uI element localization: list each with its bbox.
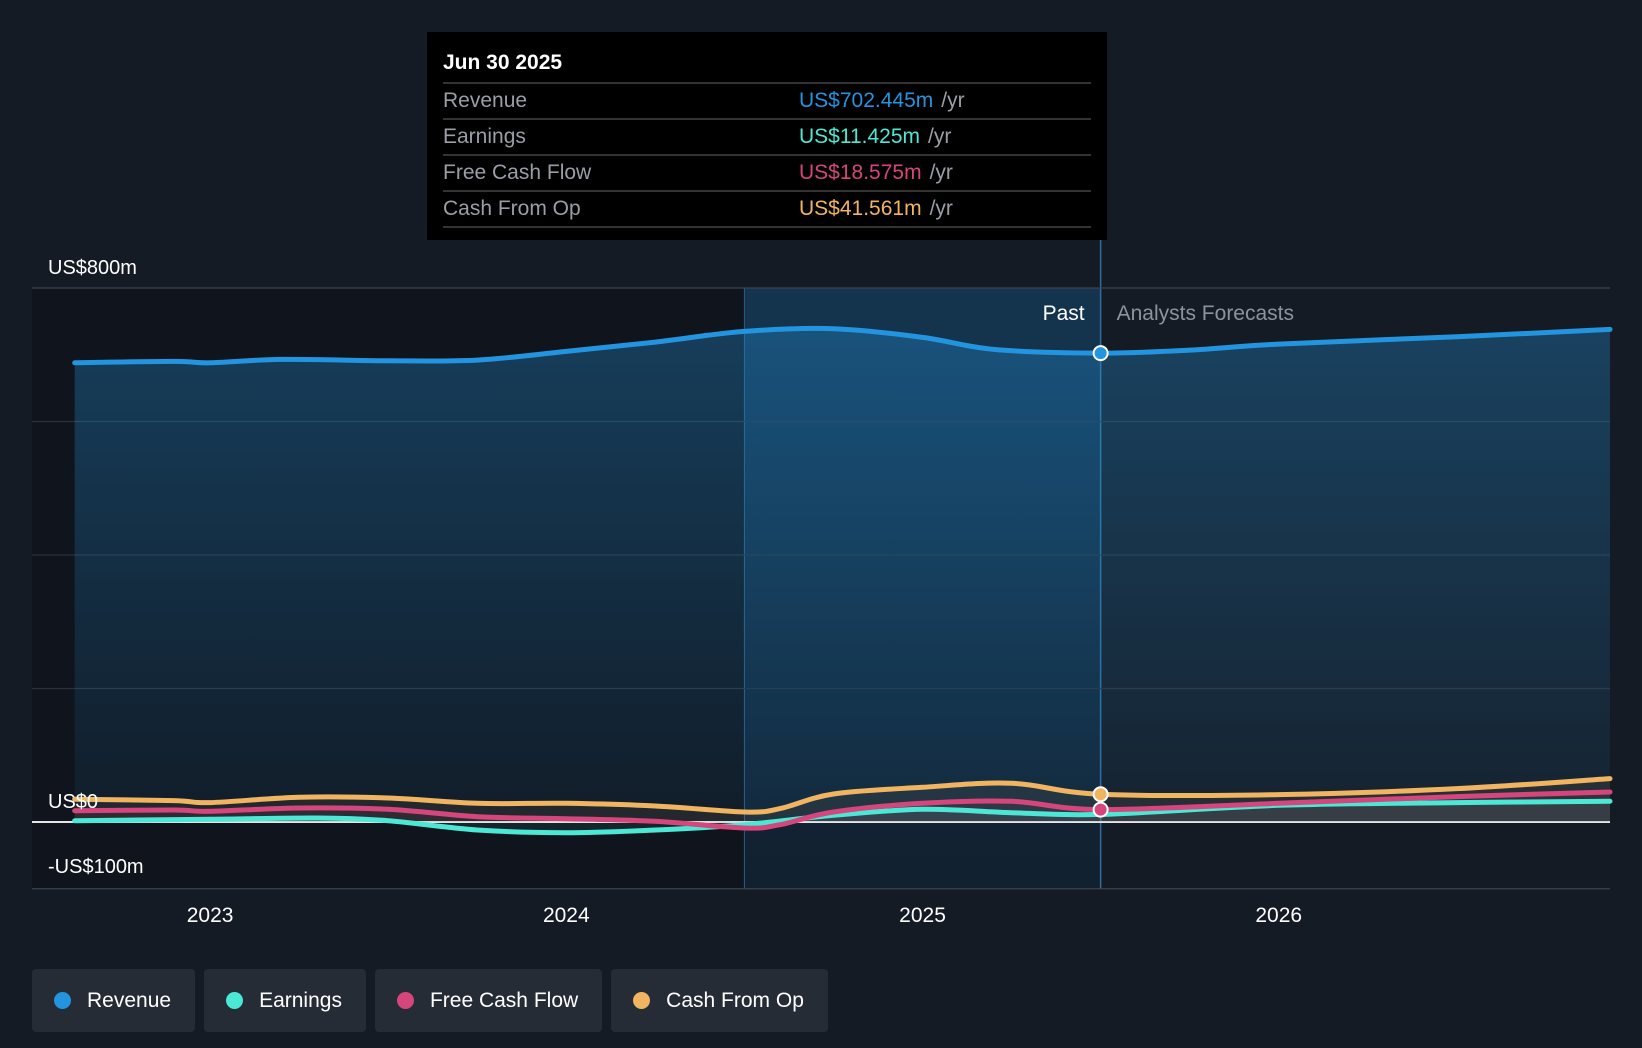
tooltip-unit: /yr [929,197,953,220]
x-axis-label: 2025 [899,904,946,927]
tooltip-label: Revenue [443,89,528,112]
revenue-line [72,325,1613,366]
legend-label: Free Cash Flow [429,988,579,1012]
legend-item-free-cash-flow[interactable]: Free Cash Flow [374,969,603,1032]
legend-label: Revenue [87,988,172,1012]
cash-from-op-dot-icon [633,992,651,1009]
tooltip-row-earnings: Earnings US$11.425m /yr [443,120,1091,156]
x-axis-label: 2024 [543,904,590,927]
tooltip-row-free-cash-flow: Free Cash Flow US$18.575m /yr [443,156,1091,192]
revenue-dot-icon [54,992,71,1009]
tooltip-label: Free Cash Flow [443,161,592,184]
tooltip-unit: /yr [941,89,965,112]
free-cash-flow-area [74,792,1611,829]
legend-item-revenue[interactable]: Revenue [32,969,196,1032]
cash-from-op-line [72,776,1613,815]
legend-item-cash-from-op[interactable]: Cash From Op [611,969,828,1032]
free-cash-flow-line [72,789,1613,831]
tooltip-value: US$18.575m [799,161,922,184]
tooltip-label: Cash From Op [443,197,581,220]
tooltip-value: US$11.425m [799,125,921,148]
x-axis-label: 2023 [187,904,234,927]
tooltip-value: US$702.445m [799,89,934,112]
tooltip-unit: /yr [928,125,952,148]
legend-label: Earnings [259,988,342,1012]
x-axis-label: 2026 [1255,904,1302,927]
tooltip-row-revenue: Revenue US$702.445m /yr [443,84,1091,120]
tooltip-date: Jun 30 2025 [443,46,1091,84]
free-cash-flow-marker [1092,801,1109,818]
past-label: Past [1043,302,1085,325]
y-axis-label: -US$100m [48,856,144,878]
legend-label: Cash From Op [666,988,804,1012]
tooltip-label: Earnings [443,125,526,148]
tooltip-value: US$41.561m [799,197,922,220]
tooltip-unit: /yr [929,161,953,184]
y-axis-label: US$800m [48,257,137,279]
legend: Revenue Earnings Free Cash Flow Cash Fro… [32,969,828,1032]
cash-from-op-marker [1092,786,1109,803]
revenue-area [74,328,1611,822]
forecast-label: Analysts Forecasts [1117,302,1294,325]
tooltip: Jun 30 2025 Revenue US$702.445m /yr Earn… [427,32,1107,240]
free-cash-flow-dot-icon [396,992,414,1009]
legend-item-earnings[interactable]: Earnings [204,969,366,1032]
cash-from-op-area [74,778,1611,822]
earnings-dot-icon [226,992,244,1009]
revenue-marker [1092,345,1109,362]
tooltip-row-cash-from-op: Cash From Op US$41.561m /yr [443,192,1091,228]
y-axis-label: US$0 [48,791,98,813]
